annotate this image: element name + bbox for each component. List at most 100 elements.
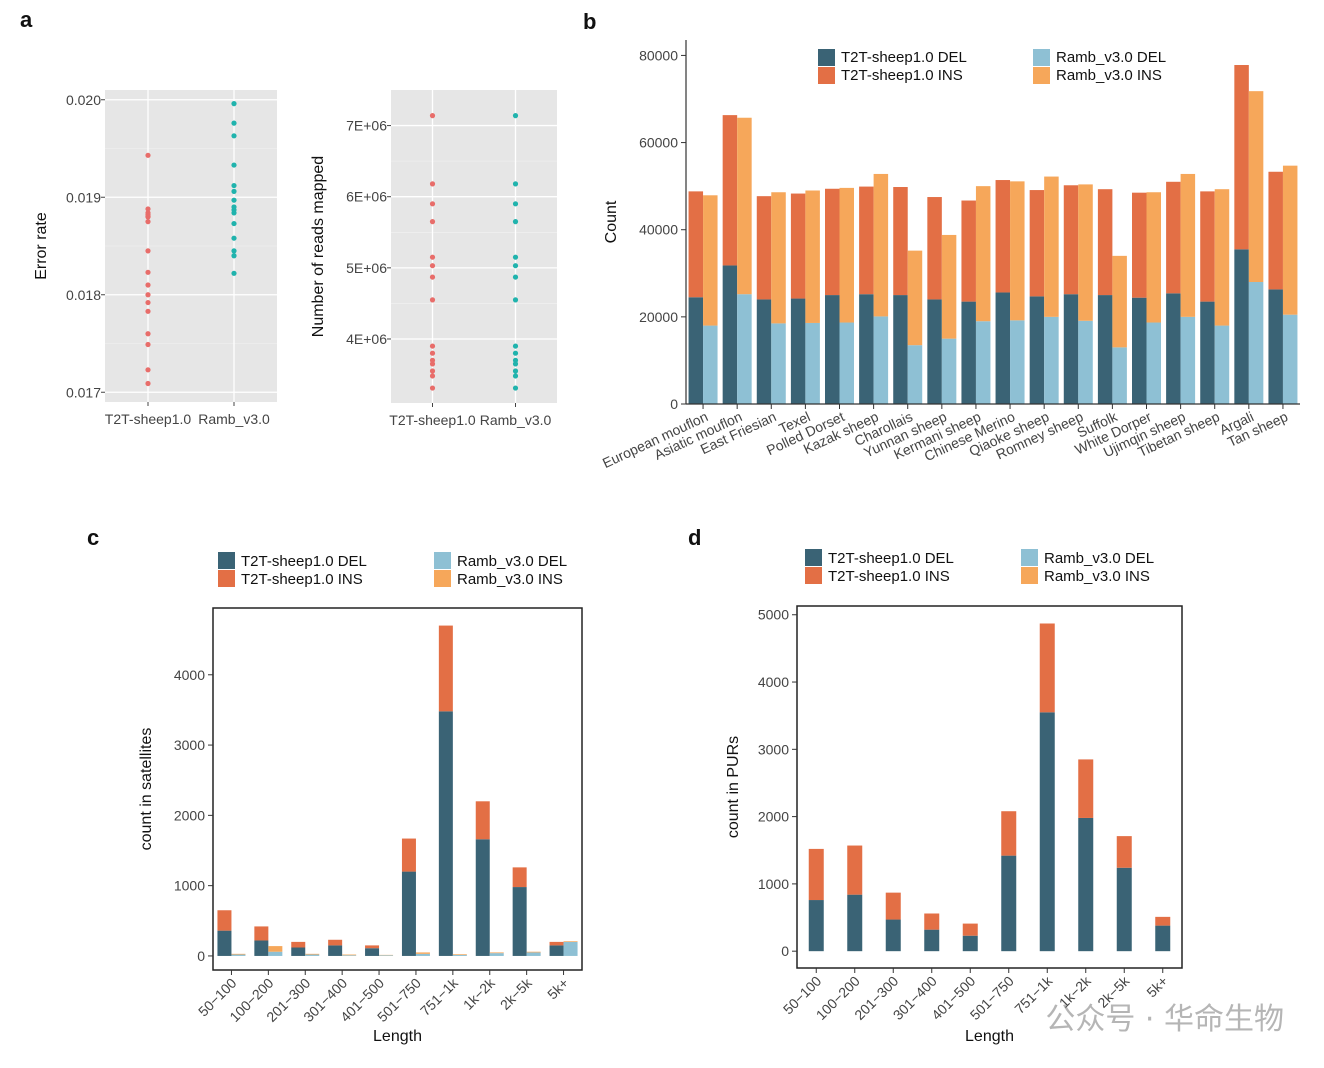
bar-segment	[438, 711, 453, 956]
bar-segment	[563, 941, 578, 942]
bar-segment	[1248, 282, 1264, 404]
data-point	[512, 254, 519, 260]
bar-segment	[924, 929, 940, 952]
data-point	[231, 210, 237, 216]
bar-segment	[1116, 867, 1132, 952]
x-tick-label: Ramb_v3.0	[198, 411, 270, 427]
bar-segment	[927, 299, 942, 404]
y-tick-label: 3000	[758, 741, 789, 757]
bar-segment	[995, 292, 1011, 404]
data-point	[512, 373, 519, 379]
y-tick-label: 60000	[639, 135, 678, 151]
data-point	[429, 274, 436, 280]
y-tick-label: 0	[197, 948, 205, 964]
data-point	[231, 101, 237, 107]
y-tick-label: 4E+06	[346, 331, 387, 347]
bar-segment	[217, 930, 232, 956]
legend-swatch-t2t-del	[818, 49, 835, 66]
data-point	[145, 248, 151, 254]
bar-segment	[452, 954, 467, 956]
data-point	[429, 357, 436, 363]
y-tick-label: 2000	[174, 807, 205, 823]
bar-segment	[847, 845, 863, 895]
bar-segment	[893, 295, 908, 404]
y-tick-label: 0.019	[66, 189, 101, 205]
y-tick-label: 20000	[639, 309, 678, 325]
bar-segment	[401, 838, 416, 872]
bar-segment	[1166, 293, 1181, 404]
bar-segment	[1063, 185, 1079, 295]
y-tick-label: 0	[670, 396, 678, 412]
bar-segment	[771, 323, 786, 404]
bar-segment	[415, 952, 430, 954]
satellites-chart: 0100020003000400050−100100−200201−300301…	[138, 607, 583, 1045]
bar-segment	[1112, 347, 1127, 404]
legend-swatch-ramb-del	[1033, 49, 1050, 66]
legend-label-ramb-ins: Ramb_v3.0 INS	[1044, 568, 1150, 585]
y-axis-label: Count	[603, 200, 620, 243]
bar-segment	[825, 188, 840, 296]
bar-segment	[1146, 192, 1161, 323]
data-point	[512, 343, 519, 349]
y-tick-label: 5E+06	[346, 260, 387, 276]
purs-chart: 01000200030004000500050−100100−200201−30…	[725, 605, 1183, 1045]
panel-label-d: d	[688, 525, 701, 550]
data-point	[231, 162, 237, 168]
data-point	[231, 188, 237, 194]
y-tick-label: 1000	[174, 878, 205, 894]
data-point	[145, 219, 151, 225]
bar-segment	[941, 234, 957, 339]
data-point	[145, 341, 151, 348]
bar-segment	[756, 299, 772, 404]
bar-segment	[961, 200, 976, 302]
data-point	[429, 343, 436, 349]
data-point	[512, 385, 519, 391]
y-tick-label: 0.018	[66, 287, 101, 303]
legend-label-t2t-ins: T2T-sheep1.0 INS	[241, 571, 363, 588]
bar-segment	[1155, 925, 1171, 952]
bar-segment	[1214, 189, 1230, 326]
bar-segment	[995, 180, 1011, 293]
bar-segment	[1282, 314, 1298, 404]
bar-segment	[231, 954, 246, 956]
y-axis-label: Number of reads mapped	[310, 156, 327, 337]
panel-label-a: a	[20, 7, 33, 32]
bar-segment	[703, 325, 718, 404]
bar-segment	[1200, 191, 1215, 302]
y-tick-label: 5000	[758, 607, 789, 623]
x-tick-label: T2T-sheep1.0	[389, 412, 476, 428]
bar-segment	[1044, 176, 1059, 317]
bar-segment	[328, 945, 343, 956]
legend-swatch-ramb-ins	[1021, 567, 1038, 584]
data-point	[145, 152, 151, 158]
x-tick-label: T2T-sheep1.0	[105, 411, 192, 427]
panel-background	[391, 90, 557, 403]
data-point	[512, 263, 519, 269]
legend-swatch-ramb-del	[434, 552, 451, 569]
panel-label-c: c	[87, 525, 99, 550]
bar-segment	[1001, 811, 1017, 856]
bar-segment	[808, 900, 824, 952]
bar-segment	[1268, 171, 1283, 290]
x-tick-label: Ramb_v3.0	[480, 412, 552, 428]
bar-segment	[756, 196, 772, 300]
bar-segment	[703, 195, 718, 326]
bar-segment	[790, 193, 806, 299]
bar-segment	[342, 954, 357, 956]
bar-segment	[452, 954, 467, 955]
y-tick-label: 0.017	[66, 384, 101, 400]
bar-segment	[1029, 296, 1045, 404]
bar-segment	[1116, 836, 1132, 868]
data-point	[429, 263, 436, 269]
legend-swatch-t2t-del	[218, 552, 235, 569]
bar-segment	[1214, 325, 1230, 404]
bar-segment	[1001, 855, 1017, 952]
data-point	[231, 182, 237, 189]
error-rate-chart: 0.017 0.018 0.019 0.020 T2T-sheep1.0 Ramb_v3.…	[33, 90, 277, 427]
data-point	[145, 282, 151, 288]
data-point	[145, 214, 151, 220]
data-point	[145, 299, 151, 306]
y-tick-label: 7E+06	[346, 118, 387, 134]
data-point	[429, 361, 436, 367]
